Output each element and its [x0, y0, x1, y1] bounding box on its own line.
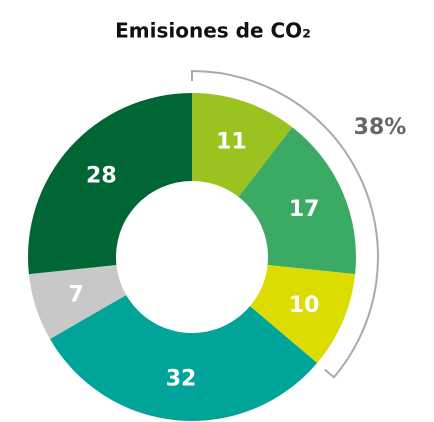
slice	[238, 127, 356, 275]
bracket	[191, 69, 379, 379]
slice	[28, 264, 127, 339]
slice	[27, 93, 192, 275]
value-label: 17	[289, 197, 320, 222]
value-label: 32	[166, 367, 197, 392]
annotation: 38%	[354, 115, 407, 140]
slice	[249, 264, 356, 364]
slice	[49, 295, 318, 421]
chart-title: Emisiones de CO₂	[115, 19, 311, 43]
value-label: 28	[86, 163, 117, 188]
slice	[192, 93, 293, 197]
value-label: 11	[216, 130, 247, 155]
value-label: 10	[289, 293, 320, 318]
value-label: 7	[68, 283, 83, 308]
